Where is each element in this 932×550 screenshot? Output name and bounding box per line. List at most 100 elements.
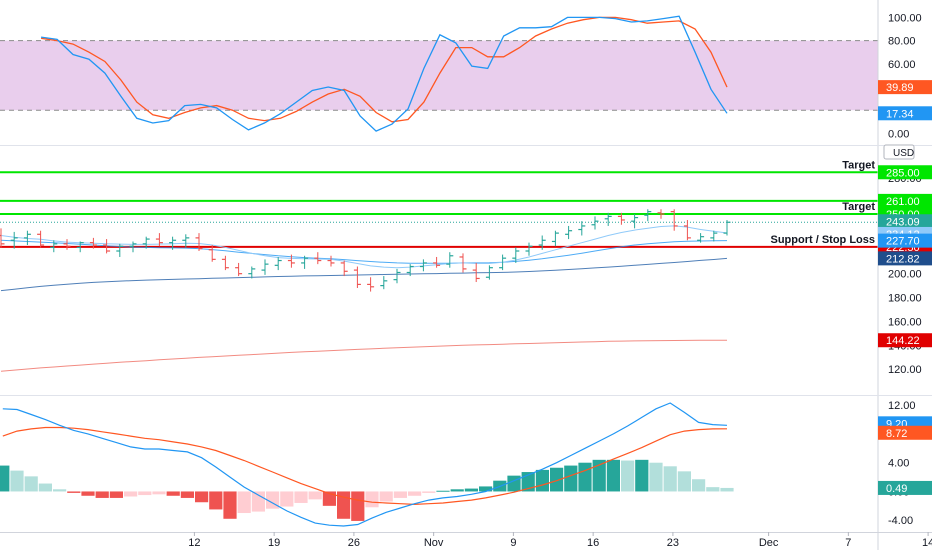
macd-tick-label: -4.00 <box>888 515 913 527</box>
macd-histogram-bar <box>578 462 592 492</box>
macd-histogram-bar <box>521 472 535 492</box>
macd-tick-label: 4.00 <box>888 458 909 470</box>
macd-histogram-bar <box>294 491 308 503</box>
stochastic-value-label-bg <box>878 106 932 121</box>
target-level-label-bg <box>878 165 932 180</box>
macd-histogram-bar <box>663 466 677 492</box>
macd-histogram-bar <box>95 491 109 498</box>
time-axis[interactable]: 12 19 26 Nov 9 16 23 Dec 7 14 <box>188 532 932 549</box>
macd-value-label: 0.49 <box>886 483 907 495</box>
macd-histogram-bar <box>365 491 379 508</box>
macd-histogram-bar <box>720 487 734 492</box>
stochastic-value-label-bg <box>878 80 932 95</box>
target-level-label: 261.00 <box>886 196 920 208</box>
time-tick-label: 26 <box>348 537 360 549</box>
currency-box <box>883 144 915 160</box>
stochastic-value-label: 39.89 <box>886 82 914 94</box>
macd-value-label: 8.72 <box>886 428 907 440</box>
macd-histogram-bar <box>436 490 450 492</box>
macd-histogram-bar <box>677 471 691 492</box>
macd-histogram-bar <box>464 488 478 492</box>
time-tick-label: Nov <box>424 537 444 549</box>
currency-label: USD <box>893 148 914 159</box>
macd-histogram-bar <box>592 459 606 492</box>
ma-long-line <box>0 257 728 292</box>
macd-histogram-bar <box>351 491 365 521</box>
price-value-label: 243.09 <box>886 216 920 228</box>
macd-histogram-bar <box>649 462 663 492</box>
macd-histogram-bar <box>38 483 52 492</box>
support-annotation: Support / Stop Loss <box>771 234 876 246</box>
time-tick-label: 19 <box>268 537 280 549</box>
macd-histogram-bar <box>109 491 123 498</box>
macd-value-label-bg <box>878 425 932 440</box>
stochastic-panel <box>0 15 878 132</box>
macd-histogram-bar <box>124 491 138 497</box>
macd-tick-label: 12.00 <box>888 400 916 412</box>
price-tick-label: 200.00 <box>888 269 922 281</box>
macd-histogram-bar <box>450 489 464 492</box>
ma-fast-line <box>0 225 728 269</box>
macd-histogram-bar <box>507 475 521 492</box>
price-panel: Target Target Support / Stop Loss <box>0 159 878 372</box>
price-value-label: 144.22 <box>886 335 920 347</box>
target-annotation: Target <box>842 201 875 213</box>
macd-histogram-bar <box>479 486 493 492</box>
macd-histogram-bar <box>706 487 720 492</box>
macd-histogram-bar <box>10 470 24 492</box>
macd-histogram-bar <box>635 459 649 492</box>
macd-histogram-bar <box>550 467 564 492</box>
target-level-label: 285.00 <box>886 167 920 179</box>
time-tick-label: 9 <box>510 537 516 549</box>
macd-histogram-bar <box>180 491 194 498</box>
price-value-label-bg <box>878 333 932 348</box>
time-tick-label: 7 <box>845 537 851 549</box>
macd-histogram-bar <box>280 491 294 507</box>
macd-histogram-bar <box>152 491 166 495</box>
macd-histogram-bar <box>195 491 209 503</box>
price-value-label: 212.82 <box>886 253 920 265</box>
target-level-label-bg <box>878 193 932 208</box>
macd-histogram-bar <box>223 491 237 519</box>
time-tick-label: 16 <box>587 537 599 549</box>
macd-histogram-bar <box>535 469 549 492</box>
stochastic-tick-label: 60.00 <box>888 59 916 71</box>
macd-panel <box>0 402 734 527</box>
macd-histogram-bar <box>166 491 180 496</box>
last-value-labels: 39.8917.34285.00261.00250.00222.50243.09… <box>878 80 932 495</box>
stochastic-k-line <box>41 15 728 132</box>
price-tick-label: 160.00 <box>888 316 922 328</box>
macd-line <box>2 402 728 527</box>
macd-histogram-bar <box>308 491 322 500</box>
price-tick-label: 120.00 <box>888 364 922 376</box>
macd-histogram-bar <box>379 491 393 502</box>
macd-histogram-bar <box>237 491 251 514</box>
stochastic-d-line <box>41 16 728 123</box>
time-tick-label: 23 <box>667 537 679 549</box>
macd-histogram-bar <box>606 459 620 492</box>
macd-histogram-bar <box>24 476 38 492</box>
macd-histogram-bar <box>621 460 635 492</box>
price-value-label-bg <box>878 251 932 266</box>
macd-histogram-bar <box>81 491 95 496</box>
target-annotation: Target <box>842 159 875 171</box>
macd-histogram-bar <box>0 465 10 492</box>
macd-histogram-bar <box>422 491 436 493</box>
time-tick-label: 12 <box>188 537 200 549</box>
ma-slow-line <box>0 339 728 372</box>
macd-histogram-bar <box>138 491 152 496</box>
price-value-label-bg <box>878 233 932 248</box>
macd-histogram-bar <box>564 465 578 492</box>
price-tick-label: 180.00 <box>888 293 922 305</box>
macd-histogram-bar <box>408 491 422 496</box>
stochastic-tick-label: 0.00 <box>888 128 909 140</box>
macd-histogram-bar <box>67 491 81 493</box>
time-tick-label: 14 <box>922 537 932 549</box>
price-value-label-bg <box>878 214 932 229</box>
time-tick-label: Dec <box>759 537 779 549</box>
macd-histogram-bar <box>692 479 706 492</box>
price-value-label: 227.70 <box>886 236 920 248</box>
macd-value-label-bg <box>878 480 932 495</box>
macd-signal-line <box>2 426 728 506</box>
